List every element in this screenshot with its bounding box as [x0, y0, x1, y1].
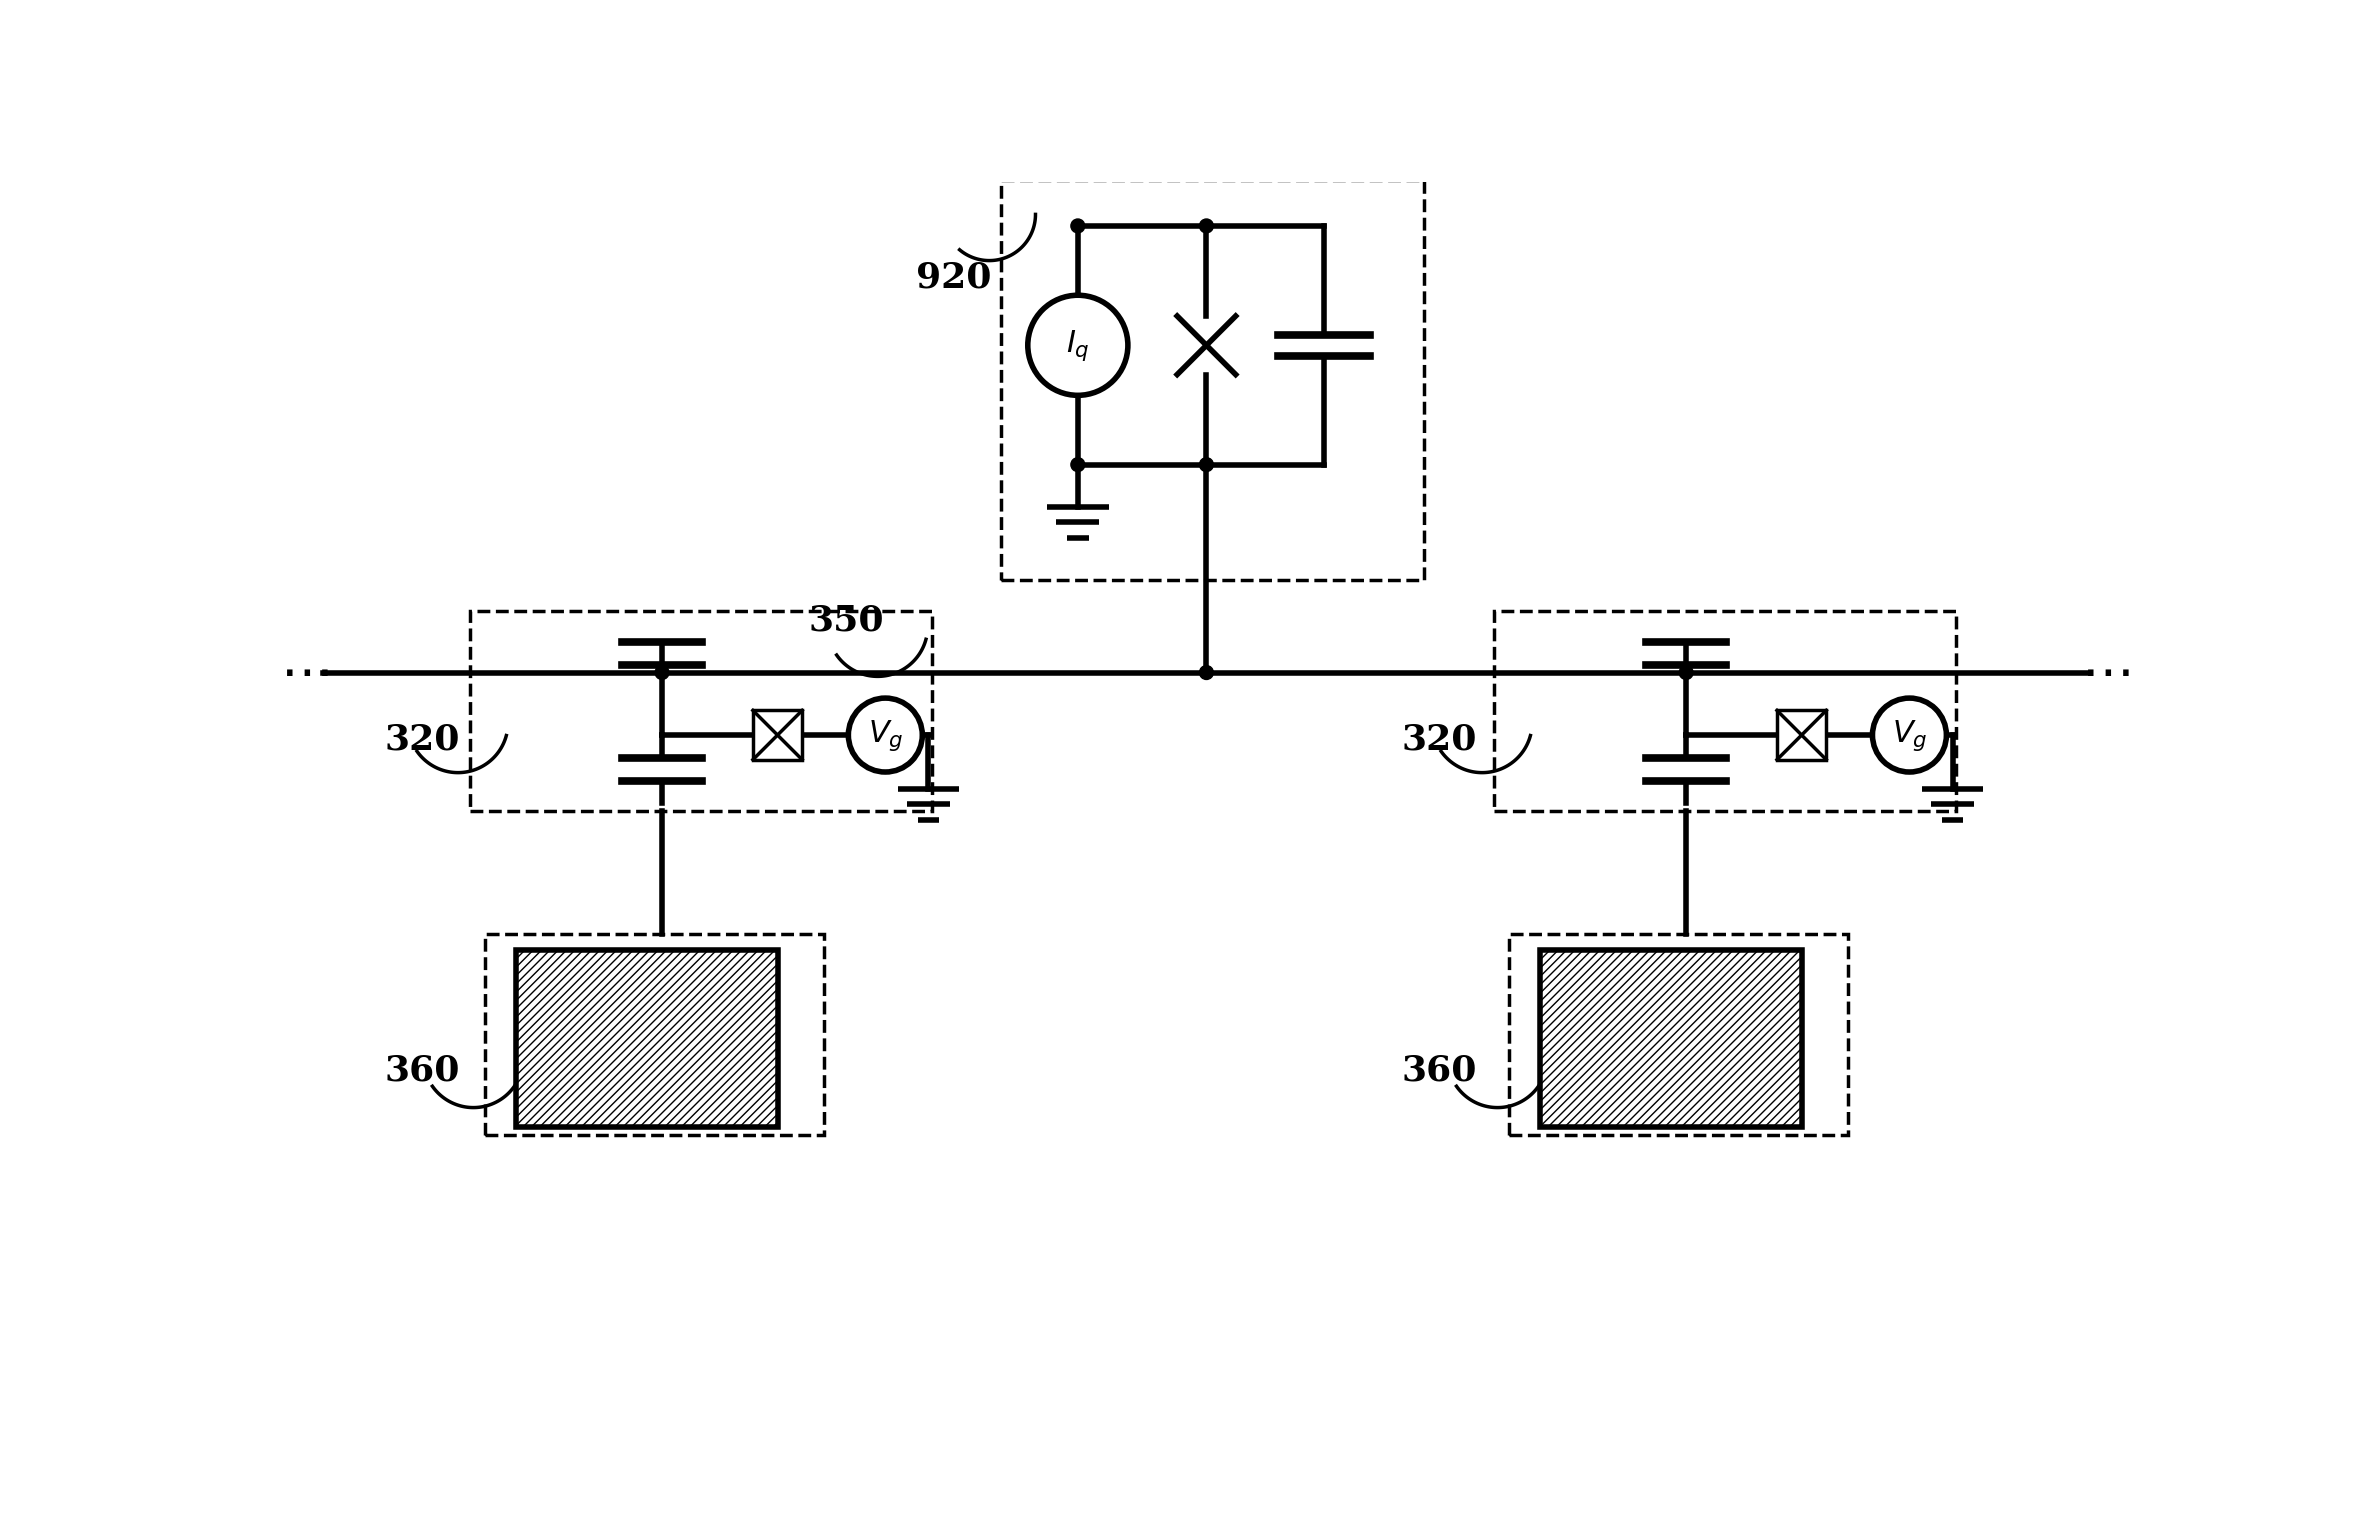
Bar	[516, 950, 777, 1127]
Circle shape	[1871, 698, 1947, 772]
Text: 320: 320	[384, 722, 461, 757]
Circle shape	[1029, 296, 1128, 396]
Circle shape	[1071, 458, 1085, 472]
Bar	[1540, 950, 1801, 1127]
Bar	[1777, 710, 1827, 760]
Circle shape	[1201, 666, 1212, 680]
Text: 920: 920	[916, 261, 991, 294]
Text: 360: 360	[384, 1054, 461, 1088]
Text: $V_g$: $V_g$	[1893, 718, 1928, 752]
Text: $\cdots$: $\cdots$	[2081, 648, 2130, 698]
Text: $I_q$: $I_q$	[1066, 328, 1090, 363]
Circle shape	[847, 698, 923, 772]
Circle shape	[1201, 218, 1212, 234]
Text: 320: 320	[1401, 722, 1476, 757]
Circle shape	[654, 666, 669, 680]
Circle shape	[1201, 458, 1212, 472]
Text: $V_g$: $V_g$	[869, 718, 904, 752]
Text: 360: 360	[1401, 1054, 1476, 1088]
Circle shape	[1678, 666, 1693, 680]
Bar	[753, 710, 803, 760]
Text: 350: 350	[807, 604, 885, 637]
Circle shape	[1071, 218, 1085, 234]
Text: $\cdots$: $\cdots$	[280, 648, 327, 698]
